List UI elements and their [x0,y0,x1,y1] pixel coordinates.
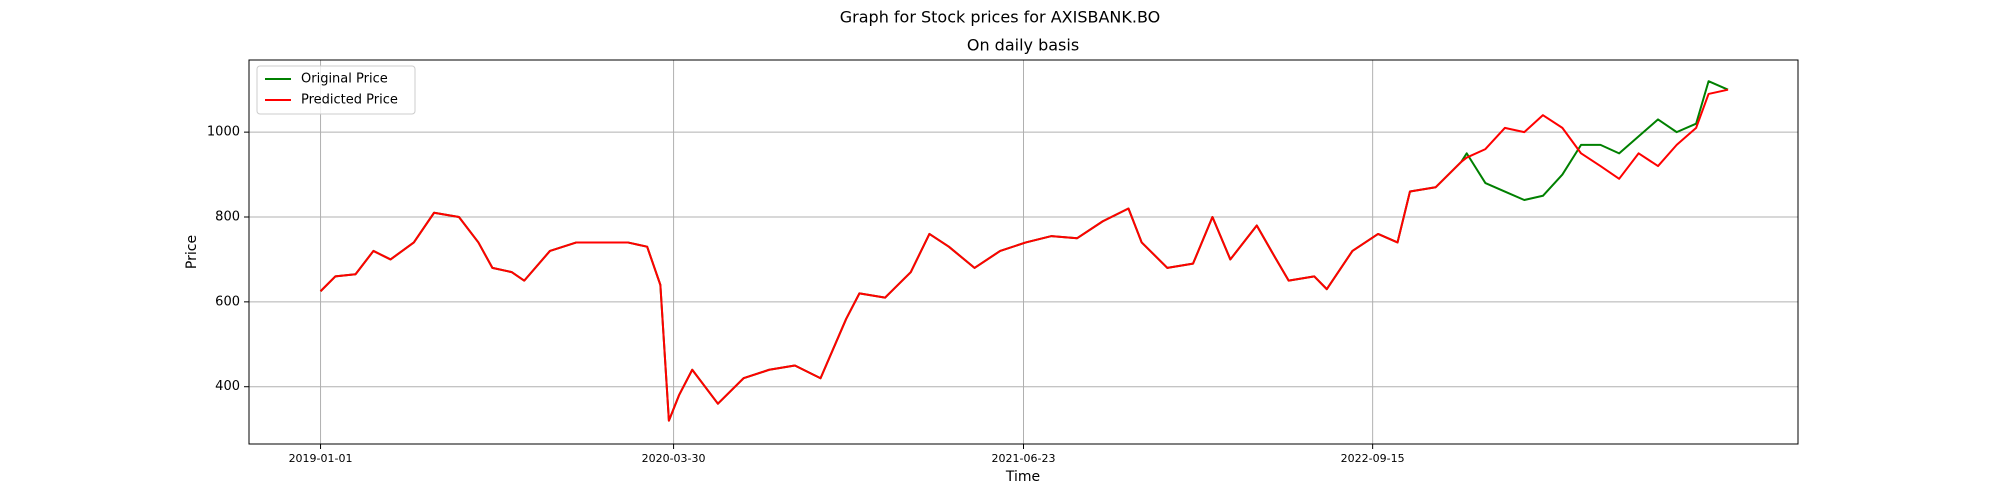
x-tick-label: 2020-03-30 [642,452,706,465]
legend-label: Original Price [301,72,388,87]
axes-frame [248,59,1799,445]
y-tick-label: 600 [215,294,240,309]
price-line [319,88,1729,422]
y-axis-label: Price [184,235,200,269]
y-tick-label: 800 [215,209,240,224]
legend-box [256,65,416,115]
y-tick-label: 1000 [207,125,240,140]
chart-suptitle: Graph for Stock prices for AXISBANK.BO [840,8,1160,27]
x-axis-label: Time [1005,469,1040,485]
chart-title: On daily basis [967,36,1079,55]
legend-label: Predicted Price [301,93,398,108]
x-tick-label: 2019-01-01 [289,452,353,465]
legend: Original Price Predicted Price [256,65,416,115]
y-tick-label: 400 [215,379,240,394]
x-tick-label: 2022-09-15 [1341,452,1405,465]
x-tick-label: 2021-06-23 [992,452,1056,465]
